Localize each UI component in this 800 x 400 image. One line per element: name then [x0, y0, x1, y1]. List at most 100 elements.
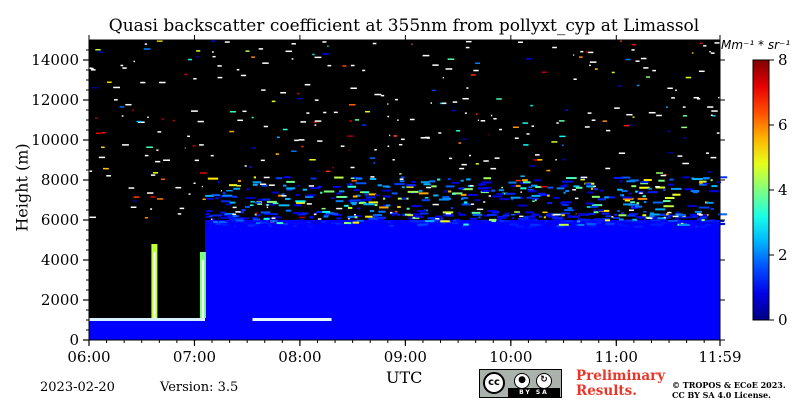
- layer-edge: [231, 219, 239, 222]
- layer-edge: [673, 225, 679, 228]
- cloud-speck: [515, 184, 521, 187]
- noise-speck: [301, 145, 304, 148]
- cloud-speck: [440, 220, 452, 223]
- noise-speck: [192, 145, 195, 147]
- noise-speck: [196, 55, 199, 58]
- noise-speck: [350, 64, 355, 67]
- cloud-speck: [640, 181, 649, 184]
- noise-speck: [464, 112, 467, 114]
- noise-speck: [709, 50, 711, 53]
- cloud-speck: [620, 194, 625, 197]
- noise-speck: [490, 167, 497, 170]
- cloud-speck: [463, 223, 469, 226]
- cloud-speck: [207, 177, 219, 180]
- layer-edge: [682, 225, 692, 228]
- noise-speck: [483, 160, 489, 162]
- layer-edge: [269, 225, 272, 228]
- noise-speck: [515, 179, 521, 182]
- cloud-speck: [617, 210, 620, 213]
- noise-speck: [236, 185, 241, 187]
- layer-edge: [287, 221, 295, 224]
- cloud-speck: [478, 216, 481, 219]
- layer-edge: [527, 225, 537, 228]
- noise-speck: [682, 115, 688, 117]
- layer-edge: [309, 216, 314, 219]
- colorbar-tick-label: 0: [778, 311, 788, 329]
- noise-speck: [510, 213, 516, 216]
- noise-speck: [534, 154, 540, 156]
- noise-speck: [280, 91, 287, 94]
- layer-edge: [284, 225, 291, 228]
- layer-edge: [265, 219, 268, 222]
- cloud-speck: [647, 191, 658, 194]
- cloud-speck: [283, 223, 288, 226]
- noise-speck: [349, 104, 356, 106]
- noise-speck: [667, 151, 674, 154]
- cloud-speck: [467, 193, 478, 196]
- cloud-speck: [286, 180, 295, 183]
- cloud-speck: [628, 203, 639, 206]
- cloud-speck: [590, 187, 594, 190]
- cloud-speck: [601, 220, 604, 223]
- cloud-speck: [375, 216, 386, 219]
- noise-speck: [480, 120, 486, 122]
- cloud-speck: [491, 189, 496, 192]
- noise-speck: [362, 124, 367, 126]
- noise-speck: [299, 216, 305, 219]
- cloud-speck: [520, 196, 523, 199]
- noise-speck: [156, 198, 164, 200]
- noise-speck: [244, 165, 247, 167]
- x-tick-label: 11:59: [698, 348, 741, 366]
- noise-speck: [226, 189, 233, 192]
- cloud-speck: [369, 178, 377, 181]
- noise-speck: [458, 142, 462, 144]
- noise-speck: [95, 48, 101, 51]
- noise-speck: [681, 126, 687, 129]
- layer-edge: [311, 222, 321, 225]
- cloud-speck: [482, 181, 492, 184]
- noise-speck: [551, 141, 558, 143]
- noise-speck: [558, 120, 565, 122]
- layer-edge: [619, 224, 629, 227]
- cloud-speck: [445, 185, 455, 188]
- cloud-speck: [586, 191, 594, 194]
- cloud-speck: [649, 213, 660, 216]
- cloud-speck: [404, 213, 411, 216]
- layer-edge: [560, 220, 570, 223]
- cloud-speck: [598, 209, 604, 212]
- noise-speck: [294, 139, 299, 142]
- cloud-speck: [438, 198, 450, 201]
- cloud-speck: [699, 180, 707, 183]
- noise-speck: [499, 128, 502, 131]
- layer-edge: [205, 213, 210, 216]
- cloud-speck: [710, 207, 714, 210]
- measurement-date: 2023-02-20: [40, 380, 115, 395]
- noise-speck: [602, 120, 607, 122]
- layer-edge: [443, 214, 453, 217]
- cloud-speck: [597, 198, 606, 201]
- noise-speck: [210, 154, 214, 157]
- cloud-speck: [525, 211, 534, 214]
- cloud-speck: [561, 201, 572, 204]
- noise-speck: [591, 119, 596, 121]
- layer-edge: [497, 215, 505, 218]
- cloud-speck: [278, 194, 285, 197]
- cloud-speck: [694, 210, 702, 213]
- cloud-speck: [528, 186, 533, 189]
- noise-speck: [291, 58, 294, 60]
- noise-speck: [643, 67, 649, 69]
- layer-edge: [515, 225, 525, 228]
- colorbar-tick-label: 8: [778, 51, 788, 69]
- noise-speck: [459, 167, 465, 170]
- cloud-speck: [220, 211, 226, 214]
- cloud-speck: [499, 220, 509, 223]
- cloud-speck: [704, 219, 713, 222]
- cloud-speck: [270, 219, 278, 222]
- layer-edge: [704, 223, 712, 226]
- cloud-speck: [431, 185, 437, 188]
- cloud-speck: [483, 177, 492, 180]
- noise-speck: [572, 188, 577, 191]
- noise-speck: [291, 150, 297, 152]
- cc-by-label: BY: [519, 389, 532, 396]
- noise-speck: [593, 185, 596, 188]
